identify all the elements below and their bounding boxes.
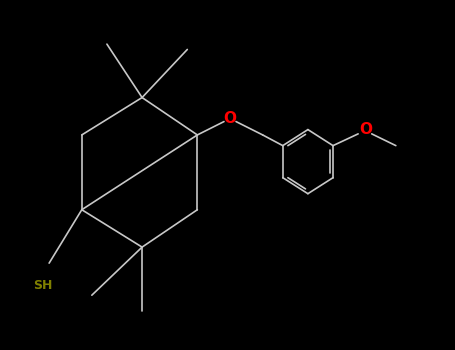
Text: O: O (223, 111, 237, 126)
Text: O: O (359, 122, 372, 137)
Text: SH: SH (33, 279, 52, 292)
